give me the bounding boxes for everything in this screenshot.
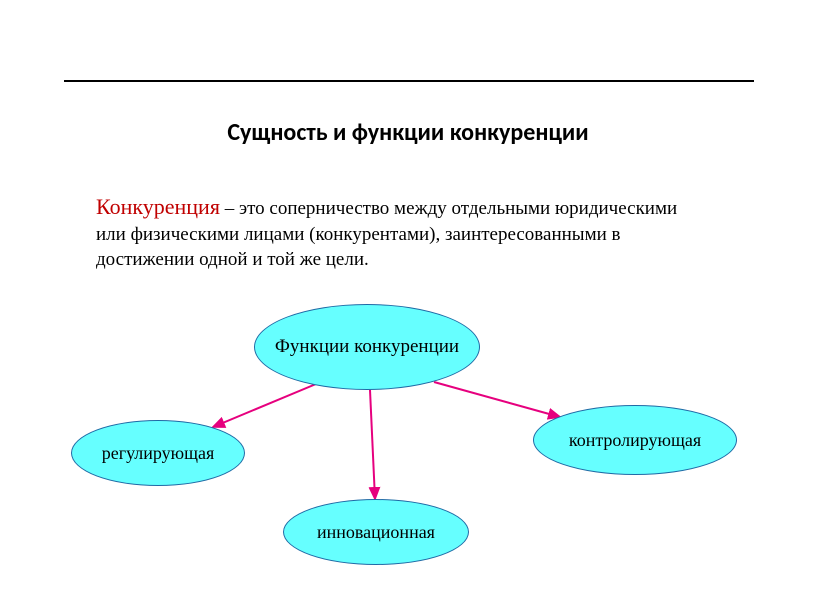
definition-paragraph: Конкуренция – это соперничество между от… — [96, 192, 686, 273]
arrow — [213, 384, 316, 427]
node-regulating: регулирующая — [71, 420, 245, 486]
node-functions-label: Функции конкуренции — [275, 336, 459, 358]
node-innovative: инновационная — [283, 499, 469, 565]
dash: – — [220, 198, 239, 219]
horizontal-rule — [64, 80, 754, 82]
arrow — [370, 390, 375, 499]
node-regulating-label: регулирующая — [102, 443, 215, 464]
page-title: Сущность и функции конкуренции — [0, 118, 816, 147]
node-controlling: контролирующая — [533, 405, 737, 475]
node-functions: Функции конкуренции — [254, 304, 480, 390]
term: Конкуренция — [96, 194, 220, 219]
arrow — [434, 382, 560, 417]
node-controlling-label: контролирующая — [569, 430, 701, 451]
node-innovative-label: инновационная — [317, 522, 435, 543]
